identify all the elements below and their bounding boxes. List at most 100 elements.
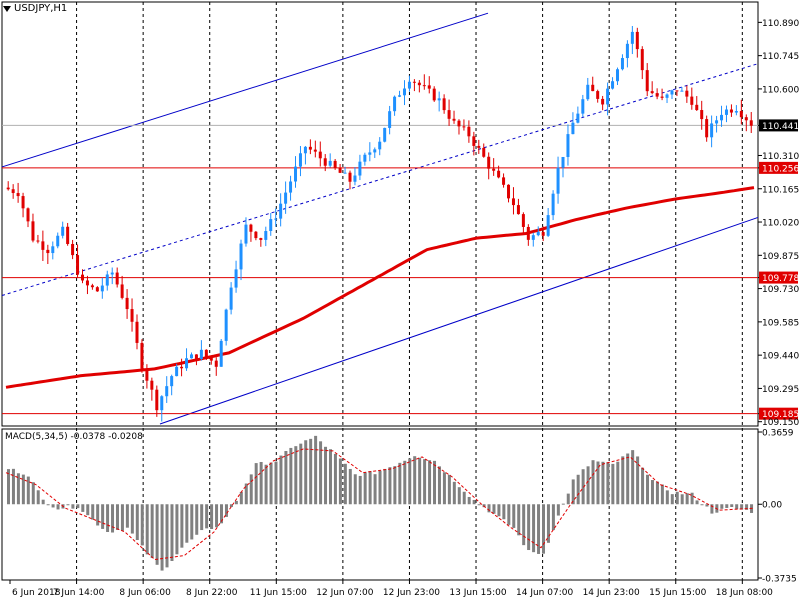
candle-body [526, 226, 530, 240]
candle-body [269, 219, 273, 232]
candle-body [457, 120, 461, 127]
candle-body [135, 321, 139, 343]
macd-histogram-bar [497, 504, 501, 517]
candle-body [284, 192, 288, 204]
candle-body [160, 396, 164, 411]
candle-body [615, 69, 619, 82]
candle-body [125, 297, 129, 310]
macd-histogram-bar [244, 483, 248, 505]
candle-body [447, 110, 451, 119]
candle-body [333, 160, 337, 168]
macd-histogram-bar [210, 504, 214, 530]
macd-histogram-bar [160, 504, 164, 571]
macd-histogram-bar [646, 474, 650, 505]
candle-body [407, 81, 411, 89]
candle-body [734, 111, 738, 113]
macd-histogram-bar [254, 463, 258, 505]
macd-histogram-bar [294, 446, 298, 505]
candle-body [264, 231, 268, 240]
macd-histogram-bar [388, 467, 392, 505]
candle-body [209, 356, 213, 361]
candle-body [516, 205, 520, 215]
price-label: 109.778 [762, 274, 799, 284]
macd-histogram-bar [190, 504, 194, 540]
candle-body [244, 224, 248, 244]
macd-histogram-bar [180, 504, 184, 548]
candle-body [749, 120, 753, 126]
macd-histogram-bar [200, 504, 204, 531]
candle-body [16, 193, 20, 197]
candle-body [180, 366, 184, 369]
macd-histogram-bar [304, 440, 308, 505]
macd-histogram-bar [31, 482, 35, 505]
macd-histogram-bar [695, 500, 699, 505]
macd-histogram-bar [472, 499, 476, 505]
macd-histogram-bar [551, 504, 555, 531]
candle-body [432, 88, 436, 101]
macd-histogram-bar [284, 450, 288, 505]
price-label: 110.441 [762, 122, 799, 132]
macd-histogram-bar [611, 463, 615, 505]
candle-body [685, 90, 689, 97]
macd-histogram-bar [467, 496, 471, 505]
candle-body [71, 243, 75, 256]
candle-body [497, 170, 501, 178]
x-tick-label: 13 Jun 15:00 [449, 588, 506, 598]
candle-body [437, 98, 441, 101]
macd-histogram-bar [195, 504, 199, 535]
y-tick-label: 109.875 [762, 252, 799, 262]
candle-body [140, 342, 144, 369]
macd-histogram-bar [492, 504, 496, 514]
price-label-box [759, 407, 798, 420]
macd-histogram-bar [115, 504, 119, 530]
macd-histogram-bar [269, 462, 273, 505]
candle-body [571, 122, 575, 135]
x-tick-label: 8 Jun 22:00 [186, 588, 238, 598]
candle-body [650, 91, 654, 94]
candle-body [343, 172, 347, 174]
macd-histogram-bar [16, 473, 20, 505]
macd-histogram-bar [413, 456, 417, 505]
macd-histogram-bar [373, 474, 377, 505]
macd-histogram-bar [26, 476, 30, 505]
candle-body [611, 81, 615, 89]
symbol-title-box[interactable]: USDJPY,H1 [3, 3, 67, 14]
x-tick-label: 12 Jun 07:00 [316, 588, 373, 598]
macd-histogram-bar [328, 449, 332, 505]
macd-histogram-bar [507, 504, 511, 525]
macd-histogram-bar [145, 504, 149, 555]
candle-body [472, 136, 476, 146]
candle-body [41, 241, 45, 250]
macd-histogram-bar [324, 446, 328, 505]
macd-histogram-bar [631, 450, 635, 505]
macd-histogram-bar [418, 457, 422, 505]
candle-body [705, 119, 709, 138]
candle-body [467, 126, 471, 137]
macd-histogram-bar [710, 504, 714, 514]
candle-body [36, 240, 40, 242]
price-label-box [759, 119, 798, 132]
macd-histogram-bar [130, 504, 134, 534]
chevron-down-icon[interactable] [3, 5, 11, 12]
macd-histogram-bar [447, 474, 451, 505]
candle-body [635, 31, 639, 50]
macd-histogram-bar [725, 504, 729, 508]
candle-body [670, 90, 674, 95]
candle-body [338, 167, 342, 173]
candle-body [46, 249, 50, 254]
macd-histogram-bar [215, 504, 219, 528]
macd-histogram-bar [274, 461, 278, 505]
macd-histogram-bar [700, 504, 704, 506]
candle-body [417, 82, 421, 86]
x-tick-label: 15 Jun 15:00 [649, 588, 706, 598]
macd-histogram-bar [71, 504, 75, 509]
macd-histogram-bar [650, 480, 654, 505]
macd-histogram-bar [333, 453, 337, 505]
candle-body [536, 232, 540, 236]
y-tick-label: 110.745 [762, 52, 799, 62]
x-tick-label: 12 Jun 23:00 [383, 588, 440, 598]
candle-body [675, 90, 679, 92]
candle-body [170, 376, 174, 387]
macd-histogram-bar [101, 504, 105, 529]
